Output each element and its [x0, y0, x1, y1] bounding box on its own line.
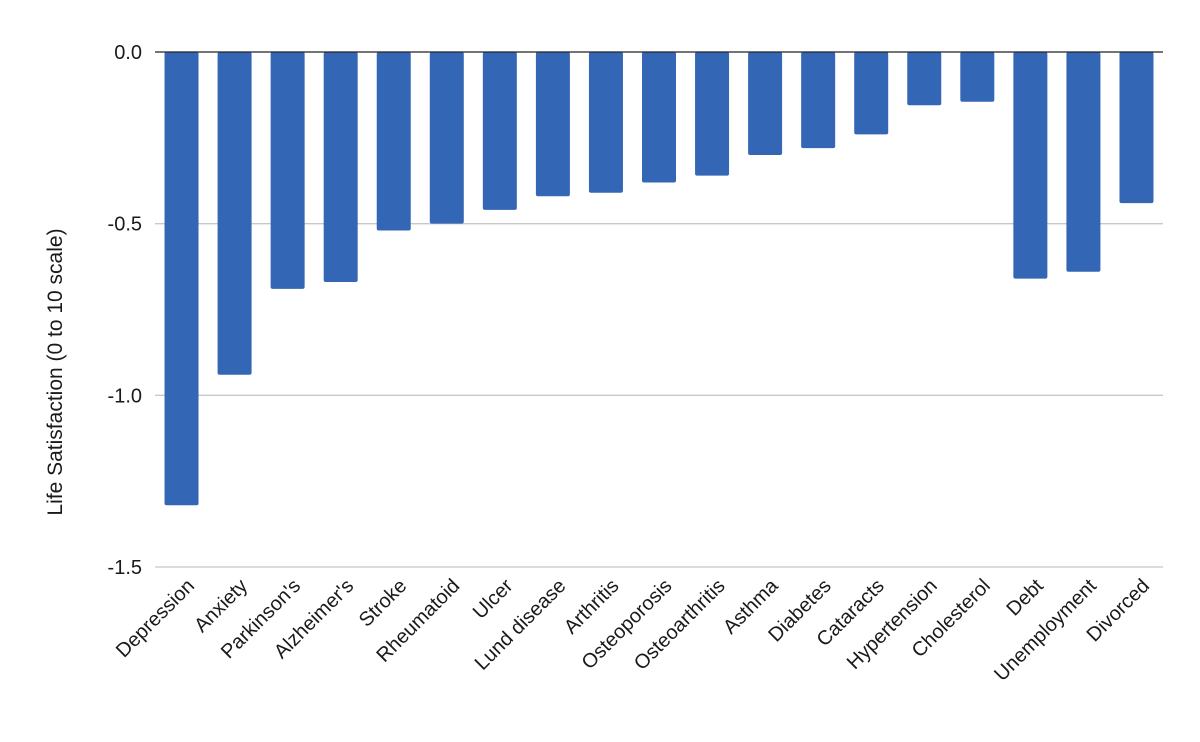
x-tick-label: Depression — [112, 575, 199, 662]
bar — [907, 52, 942, 106]
bar — [429, 52, 464, 224]
y-tick-label: 0.0 — [114, 42, 142, 64]
bar — [642, 52, 676, 183]
bar — [695, 52, 730, 176]
bar — [482, 52, 517, 210]
y-tick-label: -1.0 — [108, 385, 142, 407]
bar — [164, 52, 199, 506]
y-tick-label: -0.5 — [108, 214, 142, 236]
bar — [217, 52, 252, 375]
bar — [376, 52, 411, 231]
y-tick-label: -1.5 — [108, 557, 142, 579]
bar — [801, 52, 836, 149]
bar — [960, 52, 995, 102]
x-axis-labels: DepressionAnxietyParkinson'sAlzheimer'sS… — [112, 574, 1154, 685]
gridlines — [155, 223, 1163, 568]
x-tick-label: Debt — [1002, 575, 1048, 621]
bar — [270, 52, 305, 289]
y-axis-ticks: 0.0 -0.5 -1.0 -1.5 — [108, 42, 142, 579]
bar — [588, 52, 623, 193]
bar — [1119, 52, 1154, 204]
bar — [1066, 52, 1101, 272]
bars — [164, 52, 1154, 506]
bar — [535, 52, 570, 197]
x-tick-label: Ulcer — [469, 575, 518, 624]
y-axis-title: Life Satisfaction (0 to 10 scale) — [44, 228, 67, 515]
bar — [748, 52, 783, 155]
bar — [1013, 52, 1048, 279]
bar — [323, 52, 358, 283]
bar — [854, 52, 889, 135]
